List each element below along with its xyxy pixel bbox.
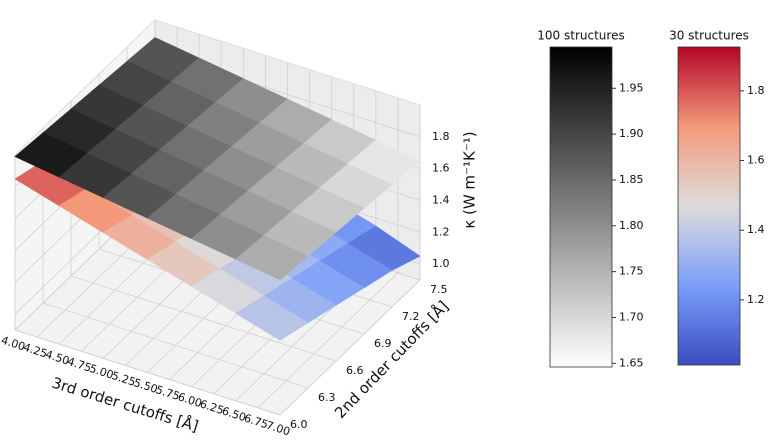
grid-line: [14, 329, 281, 416]
colorbar-tick-label: 1.4: [747, 223, 765, 236]
colorbar-tick-label: 1.6: [747, 154, 765, 167]
colorbar: [677, 46, 741, 366]
grid-line: [70, 275, 337, 362]
z-tick-label: 1.6: [432, 162, 450, 175]
x-tick-label: 7.00: [264, 419, 291, 439]
colorbar-tick-label: 1.80: [619, 219, 644, 232]
y-tick-label: 7.5: [430, 283, 448, 296]
grid-line: [279, 279, 421, 416]
colorbar-tick-label: 1.8: [747, 84, 765, 97]
z-tick-label: 1.0: [432, 257, 450, 270]
z-tick-label: 1.8: [432, 130, 450, 143]
grid-line: [42, 302, 309, 389]
y-tick-label: 6.9: [374, 337, 392, 350]
colorbar: [549, 46, 613, 368]
colorbar-tick-label: 1.70: [619, 310, 644, 323]
z-tick-label: 1.2: [432, 225, 450, 238]
colorbar-title: 30 structures: [669, 29, 749, 43]
surface-facet: [235, 235, 309, 281]
grid-line: [257, 272, 399, 409]
z-tick-label: 1.4: [432, 193, 450, 206]
colorbar-title: 100 structures: [537, 29, 624, 43]
y-tick-label: 6.0: [290, 418, 308, 431]
colorbar-tick-label: 1.95: [619, 81, 644, 94]
surface-facet: [235, 295, 309, 341]
y-tick-label: 6.3: [318, 391, 336, 404]
colorbar-tick-label: 1.85: [619, 173, 644, 186]
colorbar-tick-label: 1.65: [619, 356, 644, 369]
y-tick-label: 6.6: [346, 364, 364, 377]
colorbar-tick-label: 1.90: [619, 127, 644, 140]
colorbar-tick-label: 1.2: [747, 293, 765, 306]
z-axis-label: κ (W m⁻¹K⁻¹): [461, 131, 479, 228]
colorbar-tick-label: 1.75: [619, 265, 644, 278]
y-tick-label: 7.2: [402, 310, 420, 323]
